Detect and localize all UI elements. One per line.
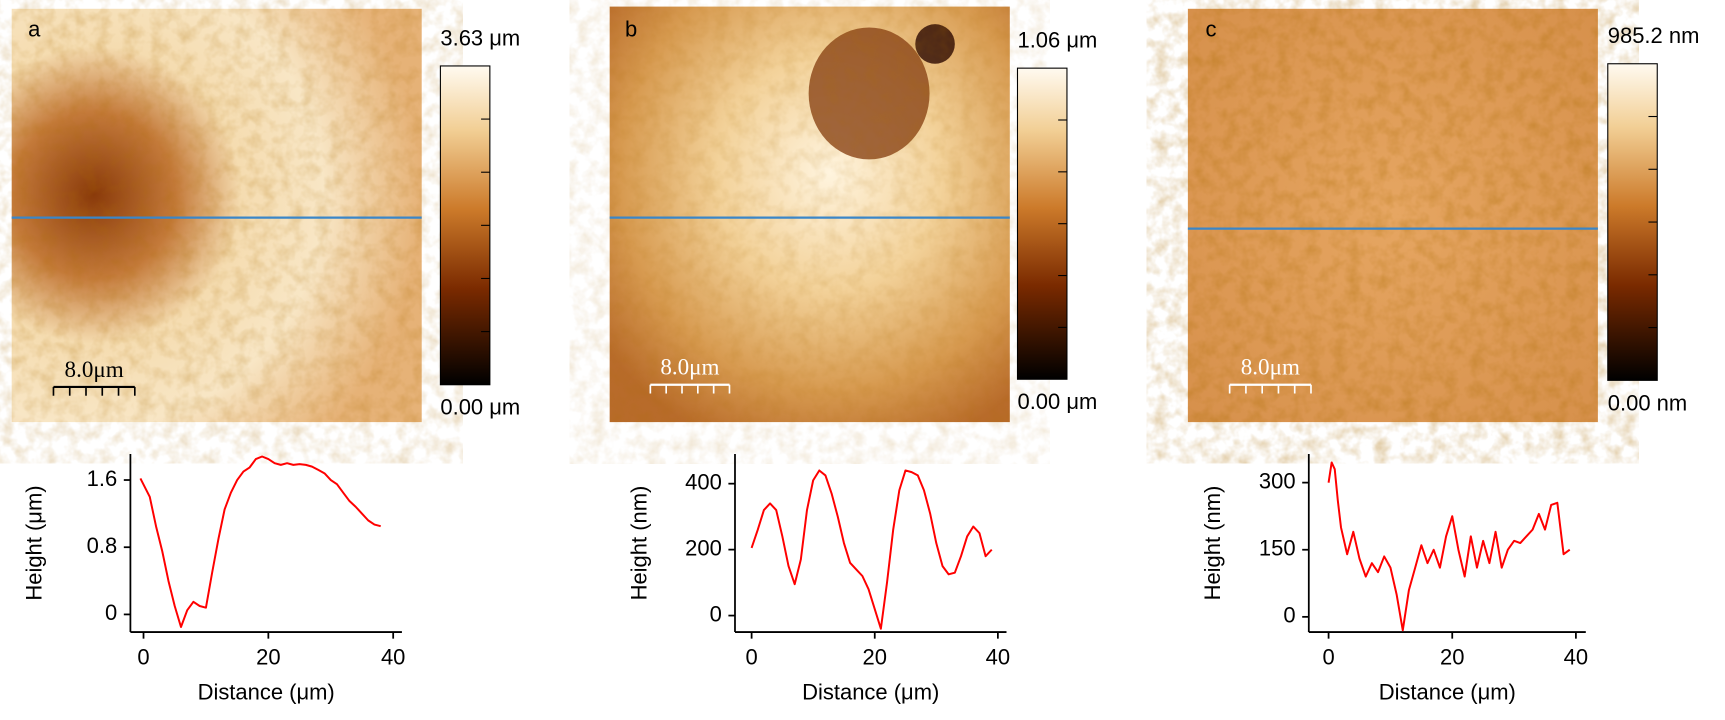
x-tick-label: 40 bbox=[381, 644, 405, 669]
x-tick-label: 20 bbox=[256, 644, 280, 669]
x-axis-title: Distance (μm) bbox=[198, 679, 335, 704]
panel-label: b bbox=[625, 17, 637, 42]
x-tick-label: 0 bbox=[1322, 644, 1334, 669]
x-tick-label: 40 bbox=[1564, 644, 1588, 669]
profile-curve bbox=[750, 469, 993, 630]
x-tick-label: 20 bbox=[1440, 644, 1464, 669]
x-axis-title: Distance (μm) bbox=[1379, 679, 1516, 704]
y-tick-label: 1.6 bbox=[87, 466, 118, 491]
y-tick-label: 400 bbox=[685, 469, 722, 494]
profile-curve bbox=[1327, 461, 1571, 632]
afm-texture bbox=[609, 6, 1010, 423]
y-axis-title: Height (nm) bbox=[626, 486, 651, 601]
y-tick-label: 0.8 bbox=[87, 533, 118, 558]
x-tick-label: 0 bbox=[137, 644, 149, 669]
afm-texture bbox=[11, 8, 422, 423]
colorbar-max-label: 985.2 nm bbox=[1608, 23, 1700, 48]
y-tick-label: 300 bbox=[1259, 468, 1296, 493]
y-tick-label: 0 bbox=[1283, 603, 1295, 628]
y-tick-label: 200 bbox=[685, 535, 722, 560]
y-tick-label: 0 bbox=[105, 600, 117, 625]
scale-bar-label: 8.0μm bbox=[660, 354, 719, 380]
colorbar-min-label: 0.00 μm bbox=[1017, 389, 1097, 414]
scale-bar-label: 8.0μm bbox=[65, 356, 124, 382]
x-axis-title: Distance (μm) bbox=[802, 679, 939, 704]
colorbar-min-label: 0.00 nm bbox=[1608, 390, 1687, 415]
x-tick-label: 40 bbox=[986, 644, 1010, 669]
afm-texture bbox=[1187, 8, 1598, 423]
y-tick-label: 0 bbox=[710, 601, 722, 626]
y-axis-title: Height (nm) bbox=[1200, 486, 1225, 601]
x-tick-label: 20 bbox=[863, 644, 887, 669]
y-axis-title: Height (μm) bbox=[22, 485, 47, 600]
y-tick-label: 150 bbox=[1259, 536, 1296, 561]
colorbar-min-label: 0.00 μm bbox=[440, 395, 520, 420]
scale-bar-label: 8.0μm bbox=[1241, 354, 1300, 380]
x-tick-label: 0 bbox=[746, 644, 758, 669]
panel-label: a bbox=[28, 17, 41, 42]
colorbar-max-label: 1.06 μm bbox=[1017, 28, 1097, 53]
colorbar-max-label: 3.63 μm bbox=[440, 25, 520, 50]
profile-curve bbox=[139, 455, 381, 628]
panel-label: c bbox=[1205, 17, 1216, 42]
